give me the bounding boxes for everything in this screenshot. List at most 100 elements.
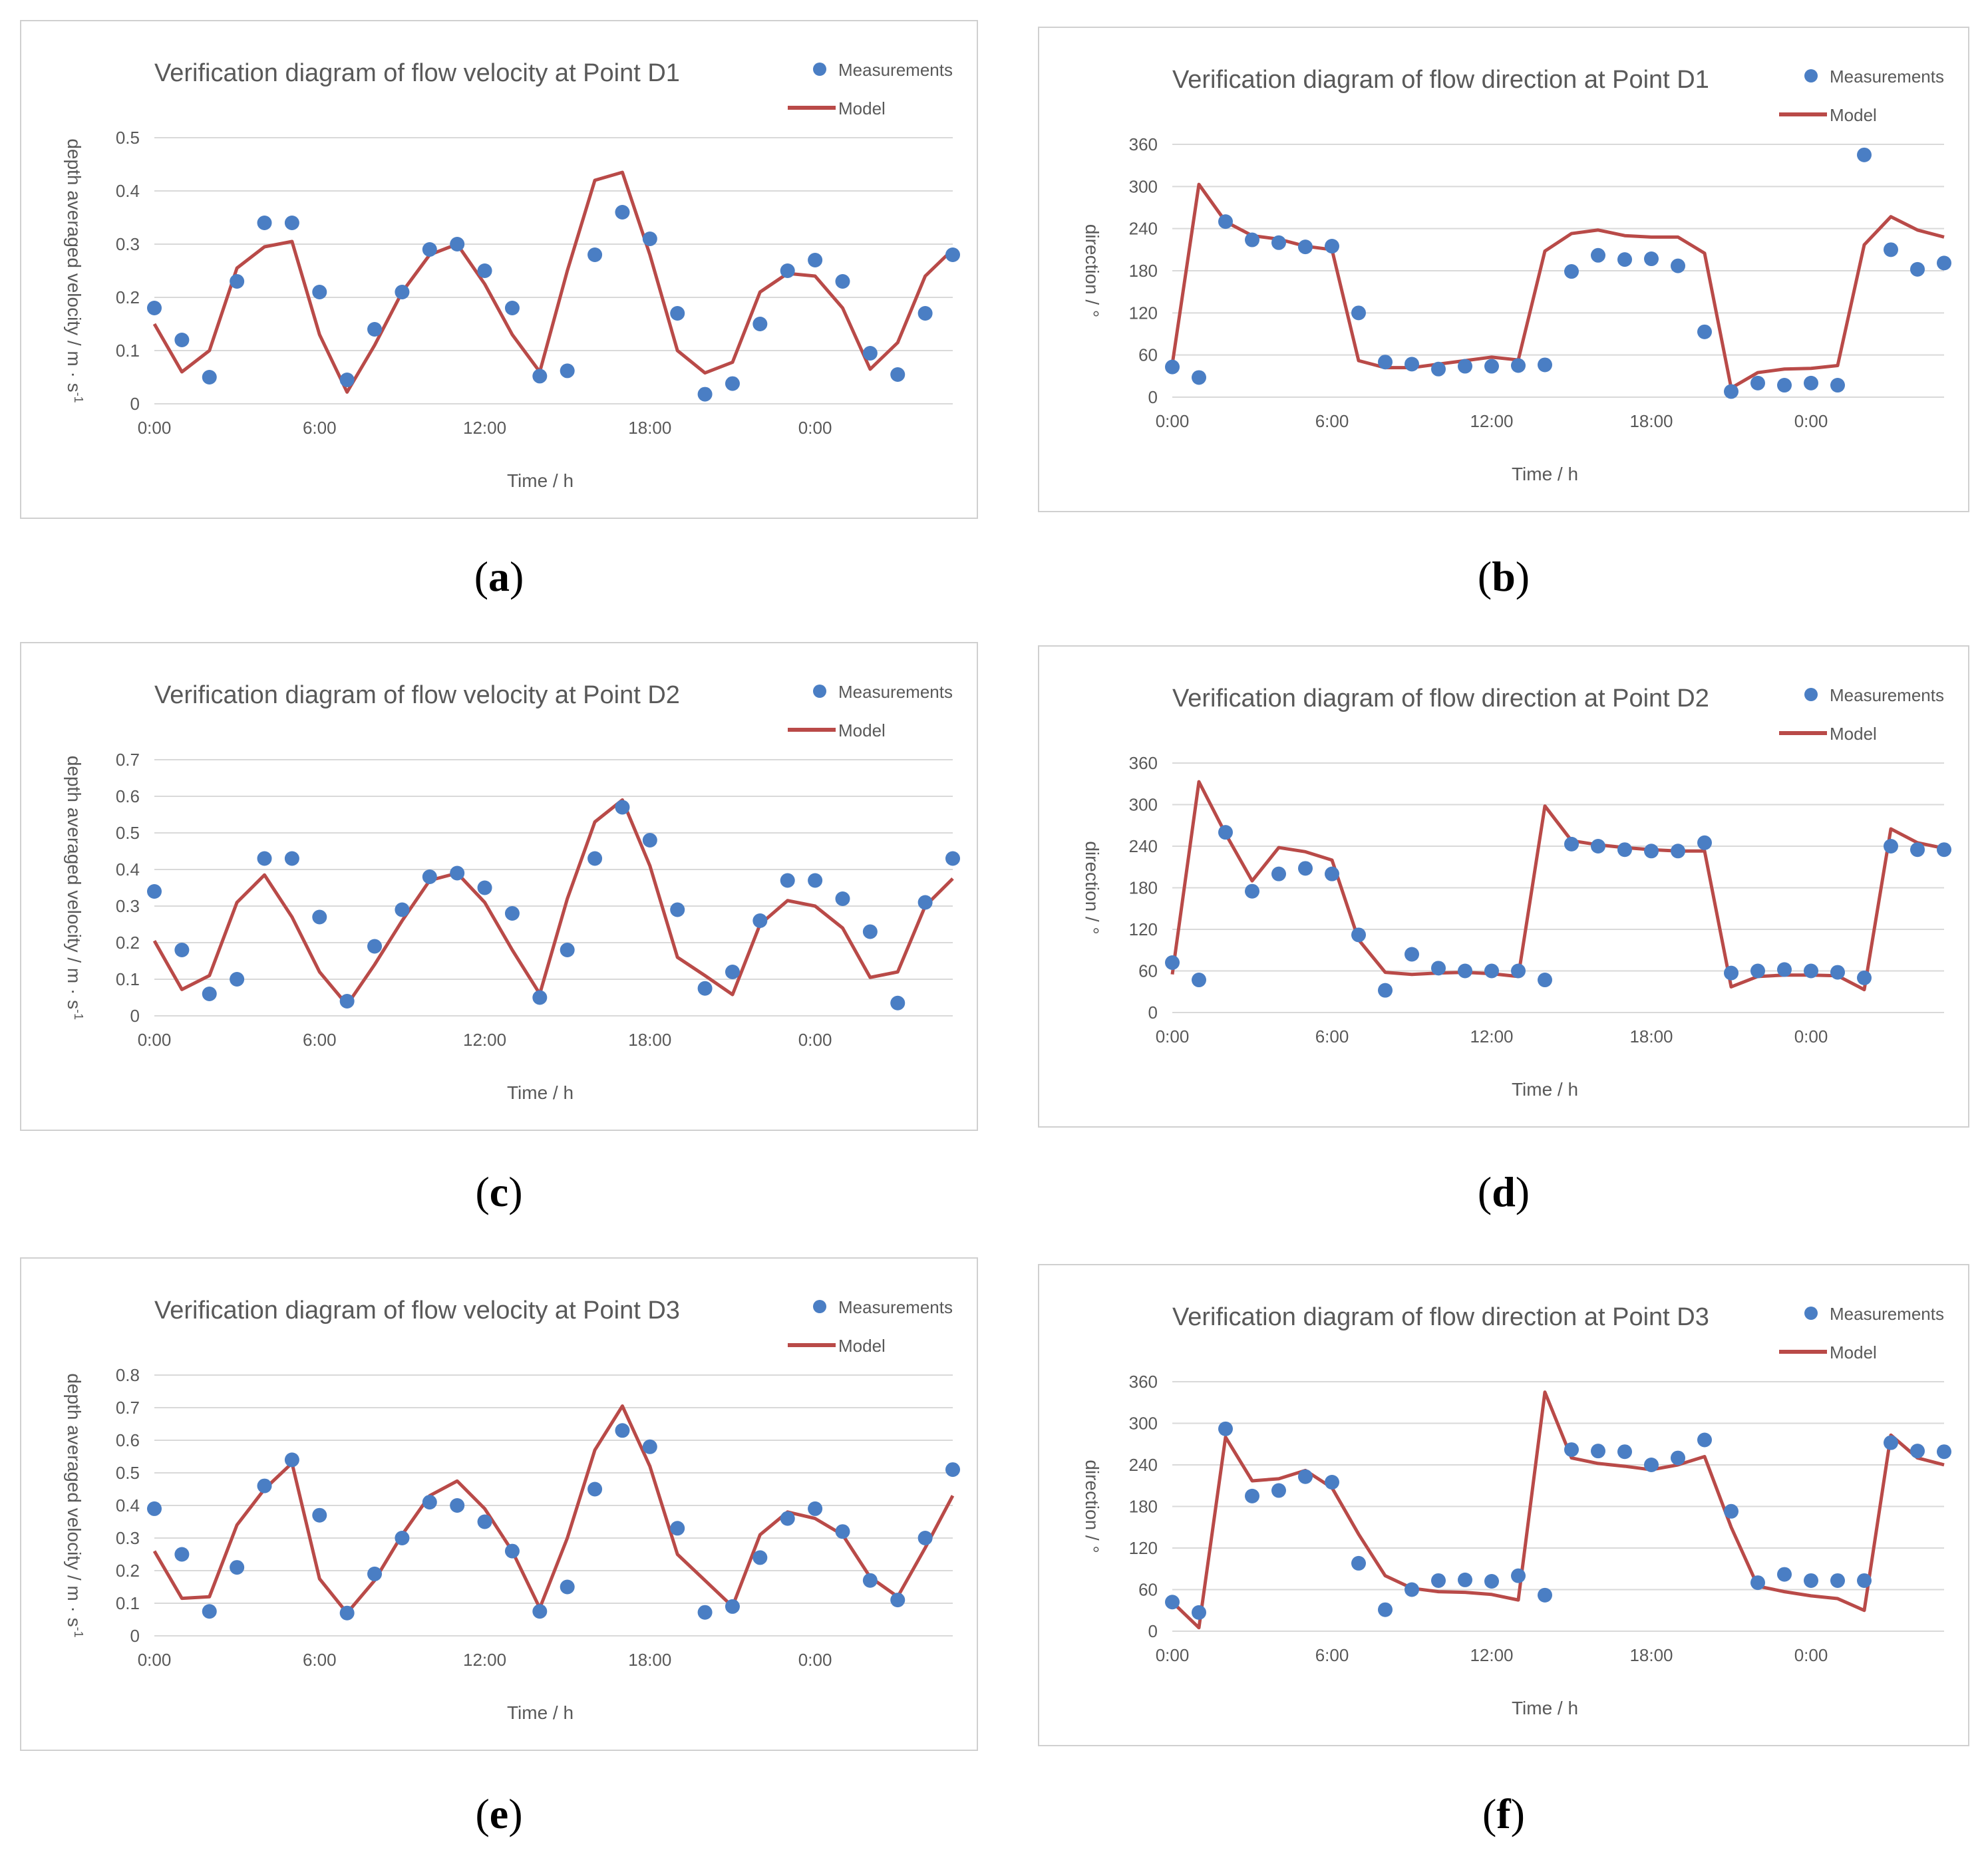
chart-c-x-tick-label: 0:00 (138, 1030, 172, 1050)
chart-b-measurement-point (1750, 375, 1765, 390)
caption-f-label: f (1496, 1790, 1511, 1837)
chart-svg-b: Verification diagram of flow direction a… (1082, 66, 1951, 484)
caption-c-label: c (489, 1168, 509, 1215)
chart-f-measurement-point (1325, 1475, 1339, 1490)
chart-f-x-tick-label: 0:00 (1156, 1645, 1190, 1665)
caption-a: (a) (474, 553, 524, 600)
chart-a-x-axis-label: Time / h (507, 470, 574, 491)
chart-e-y-tick-label: 0.2 (116, 1561, 140, 1581)
chart-f-x-axis-label: Time / h (1512, 1698, 1578, 1718)
chart-f-measurement-point (1777, 1567, 1792, 1582)
chart-a-measurement-point (395, 285, 410, 299)
chart-panel-d: Verification diagram of flow direction a… (1038, 645, 1969, 1128)
chart-e-measurement-point (230, 1560, 245, 1575)
chart-c-measurement-point (312, 909, 327, 925)
chart-a-measurement-point (367, 322, 383, 337)
chart-d-measurement-point (1644, 844, 1659, 859)
chart-d-measurement-point (1165, 955, 1180, 970)
chart-d-measurement-point (1405, 947, 1419, 962)
chart-f-measurement-point (1192, 1605, 1206, 1620)
chart-b-x-tick-label: 0:00 (1794, 411, 1828, 431)
chart-d-measurement-point (1458, 963, 1472, 979)
chart-d-measurement-point (1511, 963, 1526, 979)
chart-c-y-tick-label: 0.1 (116, 969, 140, 989)
chart-c-measurement-point (450, 865, 465, 881)
chart-e-y-tick-label: 0.1 (116, 1593, 140, 1613)
chart-f-model-line (1171, 1390, 1945, 1630)
caption-f: (f) (1482, 1790, 1525, 1837)
chart-e-measurement-point (560, 1579, 575, 1595)
chart-e-measurement-point (697, 1605, 713, 1620)
chart-d-legend-model-label: Model (1830, 724, 1877, 744)
chart-d-measurement-point (1857, 970, 1872, 985)
chart-b-y-tick-label: 0 (1148, 387, 1158, 407)
chart-b-measurement-point (1538, 357, 1552, 373)
chart-f-measurement-point (1271, 1483, 1286, 1498)
chart-b-y-tick-label: 240 (1129, 219, 1158, 239)
chart-panel-b: Verification diagram of flow direction a… (1038, 27, 1969, 512)
chart-d-measurement-point (1777, 962, 1792, 977)
chart-e-y-axis-label: depth averaged velocity / m · s-1 (64, 1373, 85, 1637)
caption-e-label: e (489, 1790, 509, 1837)
chart-c-y-tick-label: 0.5 (116, 823, 140, 843)
chart-f-measurement-point (1378, 1602, 1393, 1617)
chart-e-y-tick-label: 0.3 (116, 1528, 140, 1548)
chart-a-legend-model-label: Model (838, 98, 886, 118)
chart-f-measurement-point (1697, 1432, 1712, 1448)
chart-f-legend-measurements-marker (1804, 1307, 1818, 1320)
chart-a-y-tick-label: 0.4 (116, 181, 140, 201)
chart-d-measurement-point (1591, 839, 1605, 854)
chart-b-measurement-point (1378, 355, 1393, 370)
chart-e-y-tick-label: 0.7 (116, 1398, 140, 1418)
chart-a-measurement-point (808, 253, 823, 267)
chart-d-measurement-point (1671, 844, 1685, 859)
chart-b-measurement-point (1804, 375, 1818, 390)
chart-c-measurement-point (752, 913, 768, 928)
chart-f-measurement-point (1298, 1469, 1313, 1484)
chart-f-measurement-point (1724, 1503, 1739, 1519)
chart-f-measurement-point (1431, 1573, 1446, 1588)
chart-e-y-tick-label: 0 (130, 1626, 140, 1646)
chart-b-measurement-point (1298, 239, 1313, 255)
chart-a-measurement-point (697, 387, 713, 402)
chart-f-measurement-point (1218, 1421, 1233, 1436)
chart-b-measurement-point (1591, 247, 1605, 263)
chart-b-measurement-point (1325, 239, 1339, 254)
chart-e-legend-measurements-marker (813, 1300, 826, 1313)
chart-a-y-tick-label: 0 (130, 394, 140, 414)
chart-e-measurement-point (257, 1478, 272, 1493)
chart-a-measurement-point (257, 216, 272, 230)
chart-e-measurement-point (890, 1593, 906, 1608)
chart-f-measurement-point (1165, 1595, 1180, 1610)
chart-d-measurement-point (1937, 842, 1951, 858)
chart-a-y-tick-label: 0.5 (116, 128, 140, 148)
chart-b-legend-model-label: Model (1830, 105, 1877, 125)
chart-b-measurement-point (1830, 378, 1845, 393)
chart-b-x-tick-label: 18:00 (1629, 411, 1673, 431)
chart-f-x-tick-label: 0:00 (1794, 1645, 1828, 1665)
chart-e-measurement-point (367, 1566, 383, 1581)
chart-f-y-tick-label: 360 (1129, 1372, 1158, 1392)
chart-svg-d: Verification diagram of flow direction a… (1082, 685, 1951, 1100)
chart-b-measurement-point (1671, 258, 1685, 273)
chart-d-x-tick-label: 0:00 (1156, 1026, 1190, 1046)
chart-c-measurement-point (670, 902, 685, 917)
chart-f-y-tick-label: 60 (1138, 1580, 1158, 1600)
chart-a-x-tick-label: 0:00 (138, 418, 172, 438)
chart-e-x-tick-label: 6:00 (303, 1650, 337, 1670)
chart-a-measurement-point (504, 301, 520, 315)
chart-b-measurement-point (1644, 251, 1659, 267)
chart-e-measurement-point (202, 1604, 217, 1619)
chart-c-measurement-point (422, 869, 437, 884)
chart-c-measurement-point (395, 902, 410, 917)
caption-d: (d) (1477, 1168, 1530, 1215)
chart-a-measurement-point (642, 232, 657, 246)
chart-a-measurement-point (147, 301, 162, 315)
chart-b-measurement-point (1884, 242, 1898, 257)
chart-c-y-tick-label: 0.6 (116, 786, 140, 806)
chart-d-measurement-point (1804, 963, 1818, 979)
chart-e-measurement-point (615, 1423, 630, 1438)
chart-c-x-axis-label: Time / h (507, 1082, 574, 1103)
chart-a-y-tick-label: 0.1 (116, 341, 140, 361)
chart-d-x-tick-label: 6:00 (1315, 1026, 1349, 1046)
